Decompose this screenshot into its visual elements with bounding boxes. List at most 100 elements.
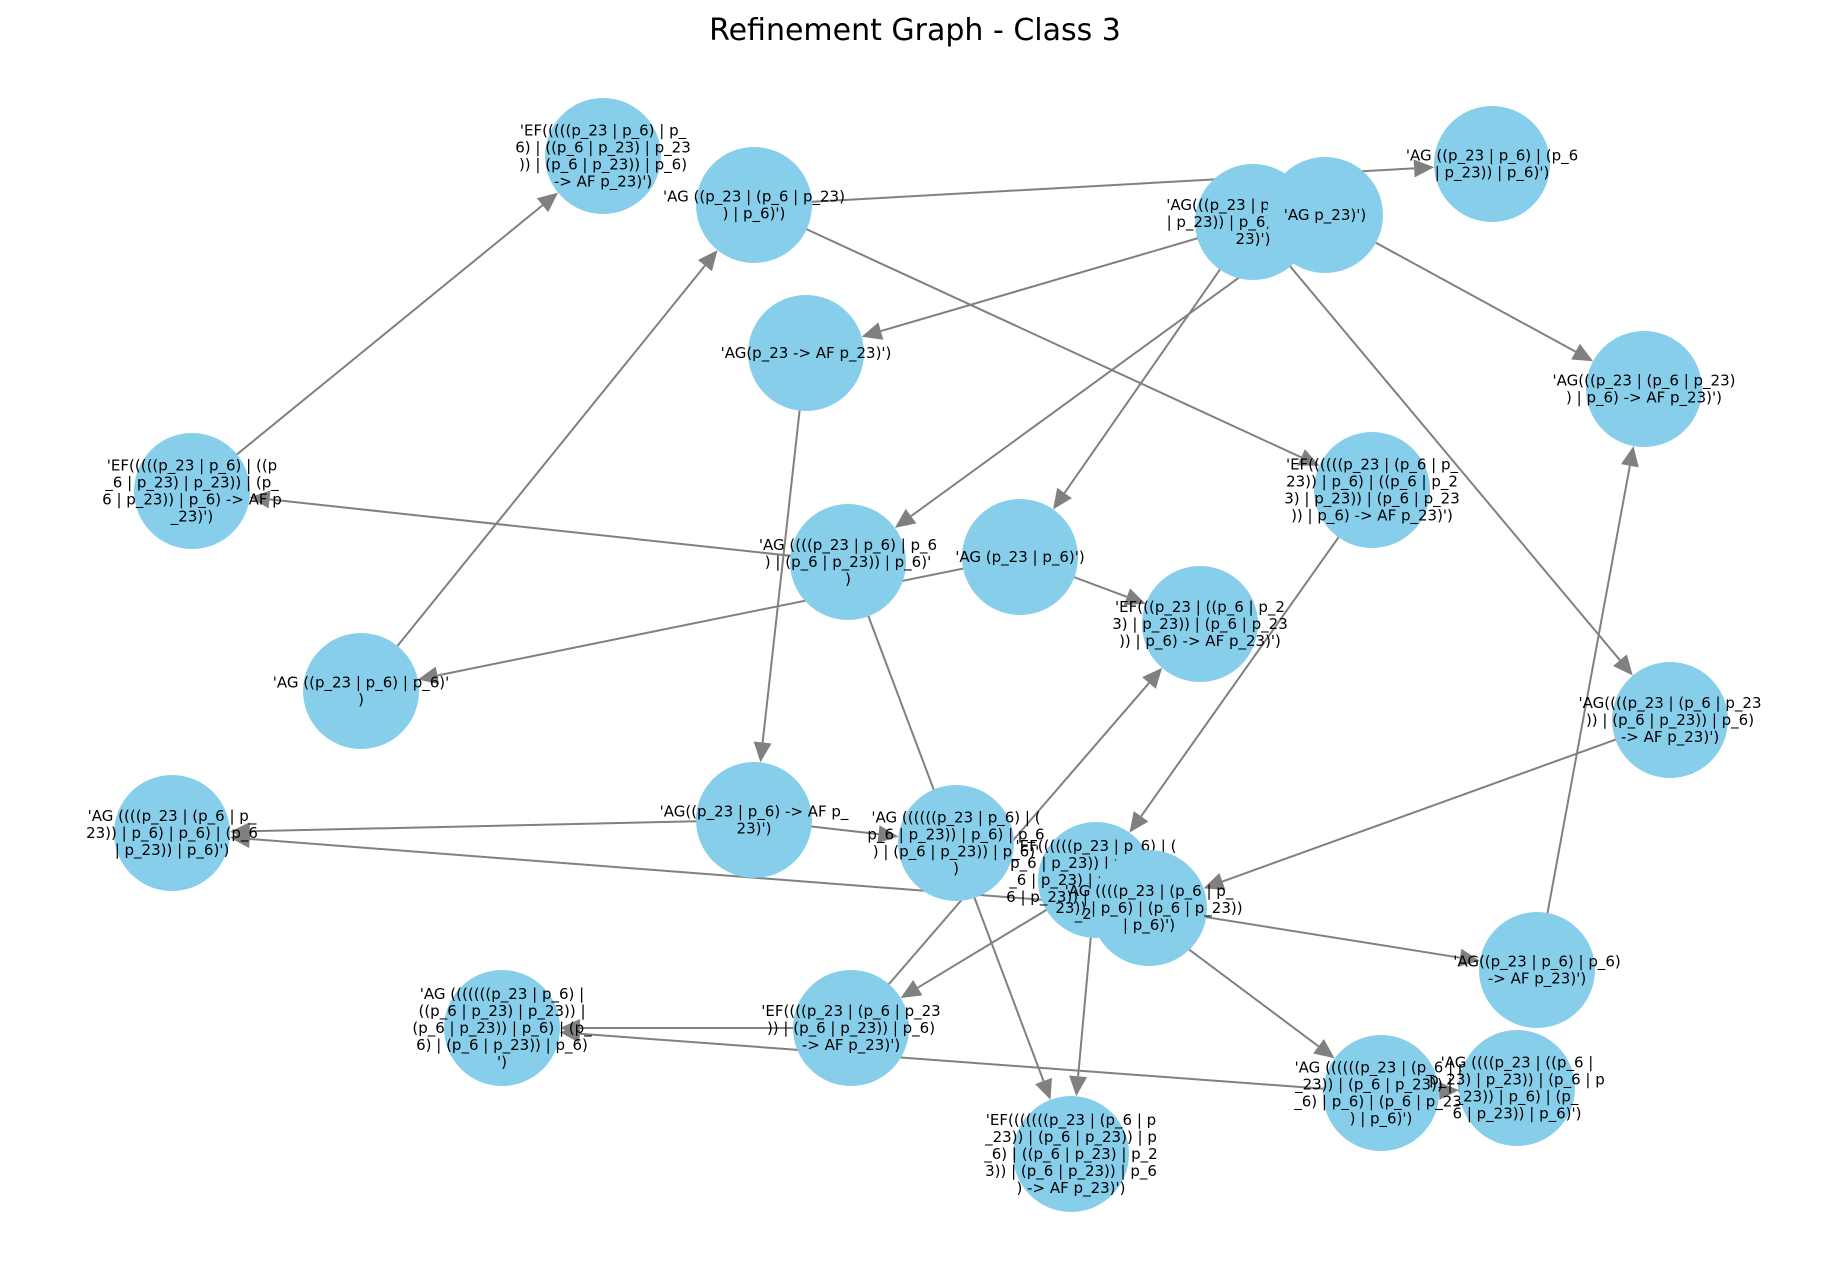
node-label-line: )) | (p_6 | p_23)) | p_6): [767, 1019, 935, 1038]
arrowhead: [1458, 948, 1480, 967]
edge-n20-n7: [1536, 446, 1639, 971]
edge-line: [753, 204, 1302, 459]
node-label-line: _6) | p_6) | (p_6 | p_23): [1293, 1093, 1467, 1112]
node-circle: [1314, 432, 1430, 548]
node-label-line: ((p_6 | p_23) | p_23)) |: [418, 1002, 585, 1021]
edge-n19-n15: [229, 829, 1150, 909]
node-label-line: 'AG ((((((p_23 | p_6) | (: [871, 809, 1040, 828]
graph-node-n20: 'AG((p_23 | p_6) | p_6)-> AF p_23)'): [1453, 912, 1621, 1028]
node-label-line: 'AG (p_23 | p_6)'): [955, 548, 1084, 567]
edge-line: [1140, 489, 1373, 817]
node-circle: [696, 762, 812, 878]
node-label-line: 'AG(((p_23 | (p_6 | p_23): [1553, 372, 1736, 391]
node-label-line: 'AG ((p_23 | p_6) | p_6)': [273, 674, 449, 693]
edge-line: [249, 819, 755, 833]
node-circle: [898, 785, 1014, 901]
node-label-line: (p_6 | p_23)) | p_6) | (p_: [412, 1019, 592, 1038]
node-circle: [1267, 157, 1383, 273]
node-label-line: | p_23)) | p_6)'): [115, 841, 230, 860]
edge-n8-n1: [191, 192, 559, 492]
graph-node-n1: 'EF(((((p_23 | p_6) | p_6) | ((p_6 | p_2…: [515, 98, 691, 214]
arrowhead: [1129, 811, 1149, 833]
node-circle: [1612, 662, 1728, 778]
node-label-line: 'AG ((((p_23 | (p_6 | p_: [88, 807, 257, 826]
edge-line: [1222, 719, 1671, 883]
arrowhead: [1413, 159, 1435, 178]
node-label-line: 'AG((p_23 | p_6) -> AF p_: [660, 803, 849, 822]
node-label-line: 'AG ((((((p_23 | (p_6 | p: [1295, 1059, 1468, 1078]
arrowhead: [229, 829, 251, 848]
node-label-line: )) | (p_6 | p_23)) | p_6): [1586, 711, 1754, 730]
node-label-line: 23)) | p_6) | p_6) | (p_6: [86, 824, 258, 843]
edge-line: [191, 204, 544, 492]
node-label-line: _6) | ((p_6 | p_23) | p_2: [983, 1145, 1157, 1164]
edge-n13-n2: [360, 250, 718, 692]
node-circle: [114, 775, 230, 891]
graph-node-n5: 'AG ((p_23 | p_6) | (p_6| p_23)) | p_6)'…: [1406, 106, 1578, 222]
arrowhead: [1621, 446, 1639, 468]
arrowhead: [1613, 654, 1633, 676]
node-label-line: 'AG((((p_23 | (p_6 | p_23: [1579, 694, 1762, 713]
arrowhead: [417, 666, 440, 685]
graph-node-n23: 'EF(((((((p_23 | (p_6 | p_23)) | (p_6 | …: [983, 1096, 1158, 1212]
arrowhead: [1123, 588, 1146, 606]
arrowhead: [536, 192, 559, 213]
node-label-line: -> AF p_23)'): [554, 173, 652, 192]
node-circle: [444, 970, 560, 1086]
node-label-line: 3)) | (p_6 | p_23)) | p_6: [985, 1162, 1157, 1181]
arrowhead: [1142, 667, 1163, 689]
edge-line: [1252, 221, 1621, 661]
graph-node-n8: 'EF(((((p_23 | p_6) | ((p_6 | p_23) | p_…: [102, 433, 282, 549]
edge-line: [437, 556, 1021, 677]
node-label-line: ): [845, 570, 851, 588]
edge-n11-n13: [417, 556, 1021, 685]
graph-node-n19: 'AG ((((p_23 | (p_6 | p_23)) | p_6) | (p…: [1055, 850, 1243, 966]
node-label-line: 6 | p_23)) | p_6)'): [1453, 1105, 1582, 1124]
node-label-line: 'EF(((((((p_23 | (p_6 | p: [986, 1111, 1156, 1130]
node-circle: [134, 433, 250, 549]
node-label-line: 'AG ((p_23 | p_6) | (p_6: [1406, 147, 1578, 166]
node-label-line: 'AG((p_23 | p_6) | p_6): [1453, 953, 1621, 972]
edge-line: [579, 1032, 1382, 1094]
node-label-line: | p_6)'): [1123, 916, 1175, 935]
arrowhead: [861, 322, 884, 340]
node-circle: [1479, 912, 1595, 1028]
arrowhead: [1035, 1077, 1052, 1100]
edge-n6-n16: [753, 352, 807, 763]
nodes-layer: 'EF(((((p_23 | p_6) | p_6) | ((p_6 | p_2…: [86, 98, 1761, 1212]
node-label-line: 6 | p_23)) | p_6) -> AF p: [102, 491, 282, 510]
arrowhead: [877, 825, 899, 844]
arrowhead: [249, 490, 271, 509]
graph-node-n21: 'AG (((((((p_23 | p_6) |((p_6 | p_23) | …: [412, 970, 592, 1086]
graph-node-n13: 'AG ((p_23 | p_6) | p_6)'): [273, 633, 449, 749]
arrowhead: [900, 979, 923, 999]
edge-n9-n18: [1129, 489, 1373, 833]
node-label-line: 'AG ((p_23 | (p_6 | p_23): [663, 188, 845, 207]
edge-n16-n15: [229, 819, 755, 841]
arrowhead: [1297, 449, 1320, 466]
node-label-line: 'AG ((((p_23 | p_6) | p_6: [759, 536, 937, 555]
edges-layer: [191, 159, 1671, 1100]
node-circle: [1142, 566, 1258, 682]
arrowhead: [697, 250, 718, 272]
edge-n2-n9: [753, 204, 1320, 466]
graph-node-n14: 'AG((((p_23 | (p_6 | p_23)) | (p_6 | p_2…: [1579, 662, 1762, 778]
graph-node-n7: 'AG(((p_23 | (p_6 | p_23)) | p_6) -> AF …: [1553, 331, 1736, 447]
arrowhead: [1069, 1075, 1088, 1097]
node-label-line: _23)'): [170, 508, 213, 527]
graph-title: Refinement Graph - Class 3: [709, 13, 1121, 48]
node-circle: [1434, 106, 1550, 222]
node-label-line: -> AF p_23)'): [802, 1036, 900, 1055]
node-label-line: )) | p_6) -> AF p_23)'): [1291, 507, 1453, 526]
graph-node-n17: 'AG ((((((p_23 | p_6) | (p_6 | p_23)) | …: [867, 785, 1045, 901]
node-label-line: )) | p_6) -> AF p_23)'): [1119, 632, 1281, 651]
graph-node-n4: 'AG p_23)'): [1267, 157, 1383, 273]
arrowhead: [1438, 1081, 1460, 1100]
node-label-line: 3) | p_23)) | (p_6 | p_23: [1284, 490, 1460, 509]
node-label-line: 'AG p_23)'): [1284, 206, 1366, 225]
node-label-line: 6) | ((p_6 | p_23) | p_23: [515, 139, 691, 158]
node-label-line: )) | (p_6 | p_23)) | p_6): [519, 156, 687, 175]
arrowhead: [1571, 343, 1594, 362]
node-circle: [545, 98, 661, 214]
node-circle: [793, 970, 909, 1086]
